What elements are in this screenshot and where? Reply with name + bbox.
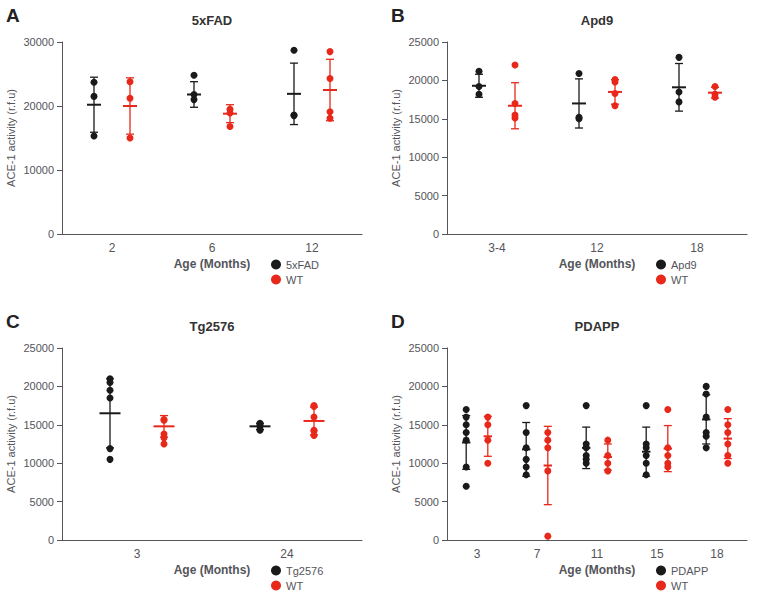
svg-text:0: 0 (433, 228, 439, 240)
svg-text:3-4: 3-4 (488, 241, 506, 255)
svg-text:10000: 10000 (408, 151, 439, 163)
svg-text:5xFAD: 5xFAD (286, 259, 319, 271)
svg-text:PDAPP: PDAPP (671, 565, 708, 577)
svg-text:15000: 15000 (408, 419, 439, 431)
svg-text:10000: 10000 (23, 164, 54, 176)
svg-text:WT: WT (286, 274, 303, 286)
svg-text:3: 3 (134, 547, 141, 561)
svg-text:Age (Months): Age (Months) (559, 563, 636, 577)
svg-text:6: 6 (209, 241, 216, 255)
svg-text:20000: 20000 (408, 380, 439, 392)
svg-text:A: A (6, 5, 20, 26)
svg-text:25000: 25000 (23, 342, 54, 354)
svg-text:Age (Months): Age (Months) (174, 563, 251, 577)
svg-text:25000: 25000 (408, 36, 439, 48)
svg-text:18: 18 (690, 241, 704, 255)
svg-text:3: 3 (474, 547, 481, 561)
svg-text:30000: 30000 (23, 36, 54, 48)
svg-text:12: 12 (305, 241, 319, 255)
svg-text:ACE-1 activity (r.f.u): ACE-1 activity (r.f.u) (390, 89, 402, 187)
svg-text:Age (Months): Age (Months) (174, 257, 251, 271)
svg-text:0: 0 (48, 228, 54, 240)
svg-text:20000: 20000 (23, 380, 54, 392)
svg-text:10000: 10000 (23, 457, 54, 469)
svg-text:0: 0 (48, 534, 54, 546)
svg-text:20000: 20000 (408, 74, 439, 86)
svg-text:15000: 15000 (408, 113, 439, 125)
svg-text:Apd9: Apd9 (671, 259, 697, 271)
svg-text:B: B (391, 5, 405, 26)
svg-text:24: 24 (280, 547, 294, 561)
svg-text:ACE-1 activity (r.f.u): ACE-1 activity (r.f.u) (5, 395, 17, 493)
svg-text:PDAPP: PDAPP (575, 319, 620, 334)
svg-text:Tg2576: Tg2576 (190, 319, 235, 334)
svg-text:2: 2 (109, 241, 116, 255)
svg-text:5000: 5000 (415, 190, 439, 202)
svg-text:11: 11 (591, 547, 604, 561)
svg-text:20000: 20000 (23, 100, 54, 112)
svg-text:12: 12 (590, 241, 604, 255)
svg-text:25000: 25000 (408, 342, 439, 354)
svg-text:WT: WT (671, 274, 688, 286)
svg-text:15000: 15000 (23, 419, 54, 431)
svg-text:WT: WT (671, 580, 688, 592)
svg-text:ACE-1 activity (r.f.u): ACE-1 activity (r.f.u) (390, 395, 402, 493)
svg-text:7: 7 (534, 547, 541, 561)
svg-text:WT: WT (286, 580, 303, 592)
svg-text:15: 15 (650, 547, 664, 561)
svg-text:5xFAD: 5xFAD (192, 13, 232, 28)
svg-text:5000: 5000 (30, 496, 54, 508)
svg-text:Apd9: Apd9 (581, 13, 614, 28)
svg-text:D: D (391, 311, 405, 332)
svg-text:C: C (6, 311, 20, 332)
svg-text:18: 18 (710, 547, 724, 561)
svg-text:ACE-1 activity (r.f.u): ACE-1 activity (r.f.u) (5, 89, 17, 187)
svg-text:Age (Months): Age (Months) (559, 257, 636, 271)
svg-text:10000: 10000 (408, 457, 439, 469)
svg-text:0: 0 (433, 534, 439, 546)
svg-text:5000: 5000 (415, 496, 439, 508)
svg-text:Tg2576: Tg2576 (286, 565, 323, 577)
